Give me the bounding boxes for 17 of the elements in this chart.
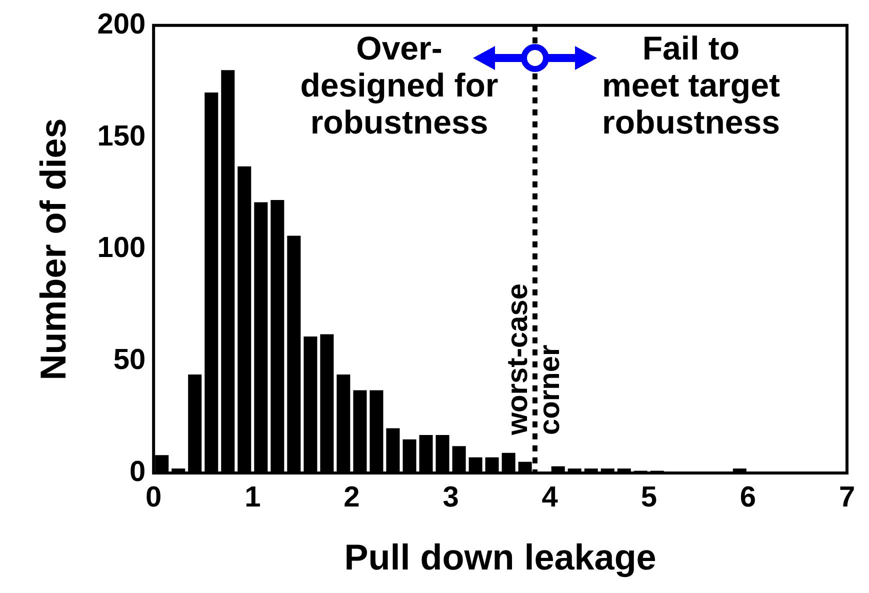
y-axis-title: Number of dies: [32, 118, 74, 380]
x-tick-label: 6: [740, 481, 756, 514]
annotation: Fail to meet target robustness: [602, 29, 780, 140]
x-tick-label: 7: [838, 481, 856, 514]
x-tick-label: 1: [244, 481, 261, 514]
y-tick-label: 100: [97, 232, 146, 264]
y-tick-label: 150: [97, 120, 146, 152]
x-axis-title: Pull down leakage: [344, 536, 656, 578]
x-tick-label: 2: [344, 481, 360, 514]
ref-line-label: worst-case corner: [502, 283, 566, 436]
x-tick-label: 3: [442, 481, 459, 514]
x-tick-label: 4: [542, 481, 558, 514]
y-tick-label: 50: [113, 344, 146, 376]
y-tick-label: 200: [97, 8, 146, 40]
y-tick-label: 0: [129, 456, 146, 488]
annotation: Over- designed for robustness: [300, 29, 498, 140]
x-tick-label: 5: [640, 481, 657, 514]
